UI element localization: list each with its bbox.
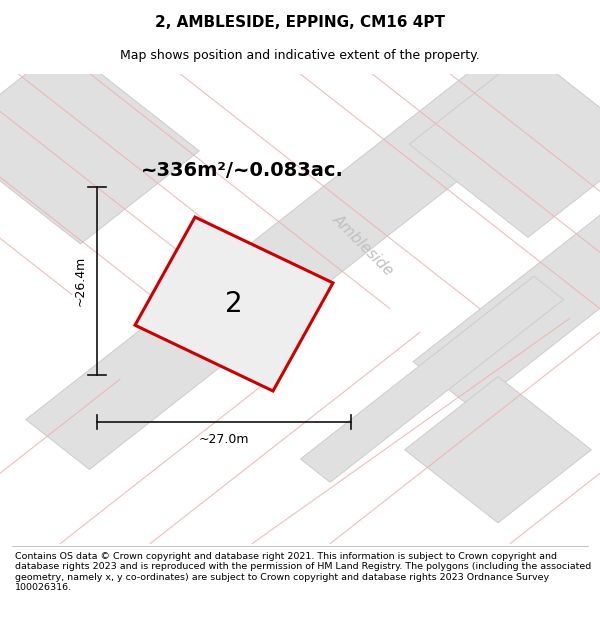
Text: Contains OS data © Crown copyright and database right 2021. This information is : Contains OS data © Crown copyright and d… — [15, 552, 591, 592]
Text: ~26.4m: ~26.4m — [74, 256, 87, 306]
Text: 2, AMBLESIDE, EPPING, CM16 4PT: 2, AMBLESIDE, EPPING, CM16 4PT — [155, 14, 445, 29]
Polygon shape — [413, 162, 600, 408]
Polygon shape — [301, 276, 563, 482]
Text: 2: 2 — [225, 290, 243, 318]
Text: ~27.0m: ~27.0m — [199, 433, 250, 446]
Text: ~336m²/~0.083ac.: ~336m²/~0.083ac. — [141, 161, 344, 179]
Polygon shape — [0, 44, 199, 244]
Text: Ambleside: Ambleside — [329, 212, 397, 279]
Polygon shape — [409, 51, 600, 238]
Polygon shape — [26, 54, 556, 469]
Polygon shape — [135, 217, 333, 391]
Text: Map shows position and indicative extent of the property.: Map shows position and indicative extent… — [120, 49, 480, 62]
Polygon shape — [404, 377, 592, 523]
